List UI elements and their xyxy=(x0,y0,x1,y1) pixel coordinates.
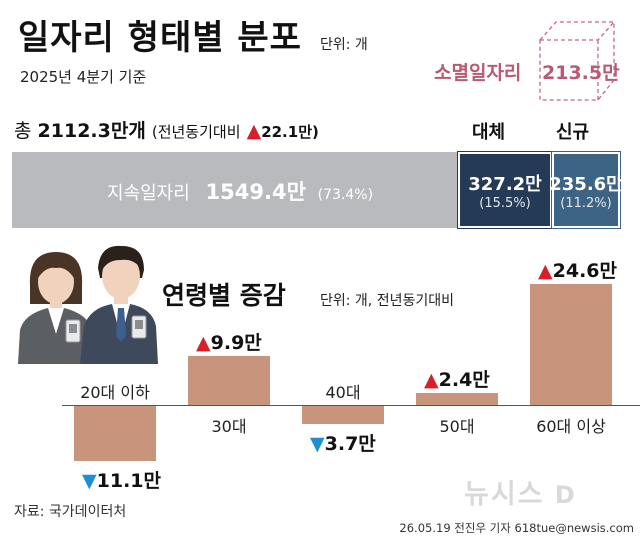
source-note: 자료: 국가데이터처 xyxy=(14,504,127,520)
age-chart-title: 연령별 증감 xyxy=(162,281,286,310)
page-subtitle: 2025년 4분기 기준 xyxy=(20,68,147,86)
age-bar xyxy=(74,406,156,461)
column-replace-label: 대체 xyxy=(472,122,506,143)
replace-labels: 327.2만 (15.5%) xyxy=(461,170,549,211)
age-chart-baseline xyxy=(62,405,640,406)
age-bar xyxy=(188,356,270,405)
age-chart-unit: 단위: 개, 전년동기대비 xyxy=(320,293,454,309)
sustained-label: 지속일자리 1549.4만 (73.4%) xyxy=(107,180,374,204)
down-arrow-icon: ▼ xyxy=(82,469,97,492)
segment-sustained xyxy=(12,152,458,228)
title-unit: 단위: 개 xyxy=(320,37,368,53)
vanished-label: 소멸일자리 xyxy=(434,62,522,84)
total-prefix: 총 xyxy=(14,120,32,142)
age-bar xyxy=(530,284,612,405)
segment-replace xyxy=(457,151,553,229)
age-category-label: 40대 xyxy=(325,383,361,402)
age-value-label: ▼3.7만 xyxy=(310,433,376,456)
column-new-label: 신규 xyxy=(556,122,590,143)
new-percent: (11.2%) xyxy=(560,196,612,211)
up-arrow-icon: ▲ xyxy=(246,120,262,142)
sustained-percent: (73.4%) xyxy=(317,187,374,203)
sustained-value: 1549.4만 xyxy=(205,180,306,204)
segment-new xyxy=(551,151,621,229)
total-summary: 총 2112.3만개 (전년동기대비 ▲22.1만) xyxy=(14,116,319,143)
replace-value: 327.2만 xyxy=(468,174,542,195)
age-value-label: ▲24.6만 xyxy=(538,260,617,282)
vanished-box xyxy=(539,21,615,101)
job-stack-bar: 지속일자리 1549.4만 (73.4%) 327.2만 (15.5%) 235… xyxy=(12,151,623,229)
workers-illustration xyxy=(18,245,158,364)
up-arrow-icon: ▲ xyxy=(538,260,553,282)
new-value: 235.6만 xyxy=(549,174,623,195)
up-arrow-icon: ▲ xyxy=(196,332,211,355)
age-category-label: 30대 xyxy=(211,417,247,436)
total-compare-label: (전년동기대비 xyxy=(151,123,241,141)
new-labels: 235.6만 (11.2%) xyxy=(544,170,628,211)
age-bar xyxy=(416,393,498,405)
vanished-value: 213.5만 xyxy=(542,62,620,84)
replace-percent: (15.5%) xyxy=(479,196,531,211)
total-value: 2112.3만개 xyxy=(37,120,146,142)
page-title: 일자리 형태별 분포 xyxy=(18,18,302,58)
age-category-label: 20대 이하 xyxy=(80,383,150,402)
age-category-label: 60대 이상 xyxy=(536,417,606,436)
age-value-label: ▲9.9만 xyxy=(196,332,262,355)
age-bar xyxy=(302,406,384,425)
age-value-label: ▲2.4만 xyxy=(424,369,490,392)
newsis-logo: 뉴시스 D xyxy=(464,479,577,510)
credit-line: 26.05.19 전진우 기자 618tue@newsis.com xyxy=(399,521,634,535)
total-change: 22.1만) xyxy=(261,123,319,141)
age-category-label: 50대 xyxy=(439,417,475,436)
up-arrow-icon: ▲ xyxy=(424,369,439,392)
down-arrow-icon: ▼ xyxy=(310,433,325,456)
age-value-label: ▼11.1만 xyxy=(82,469,161,492)
